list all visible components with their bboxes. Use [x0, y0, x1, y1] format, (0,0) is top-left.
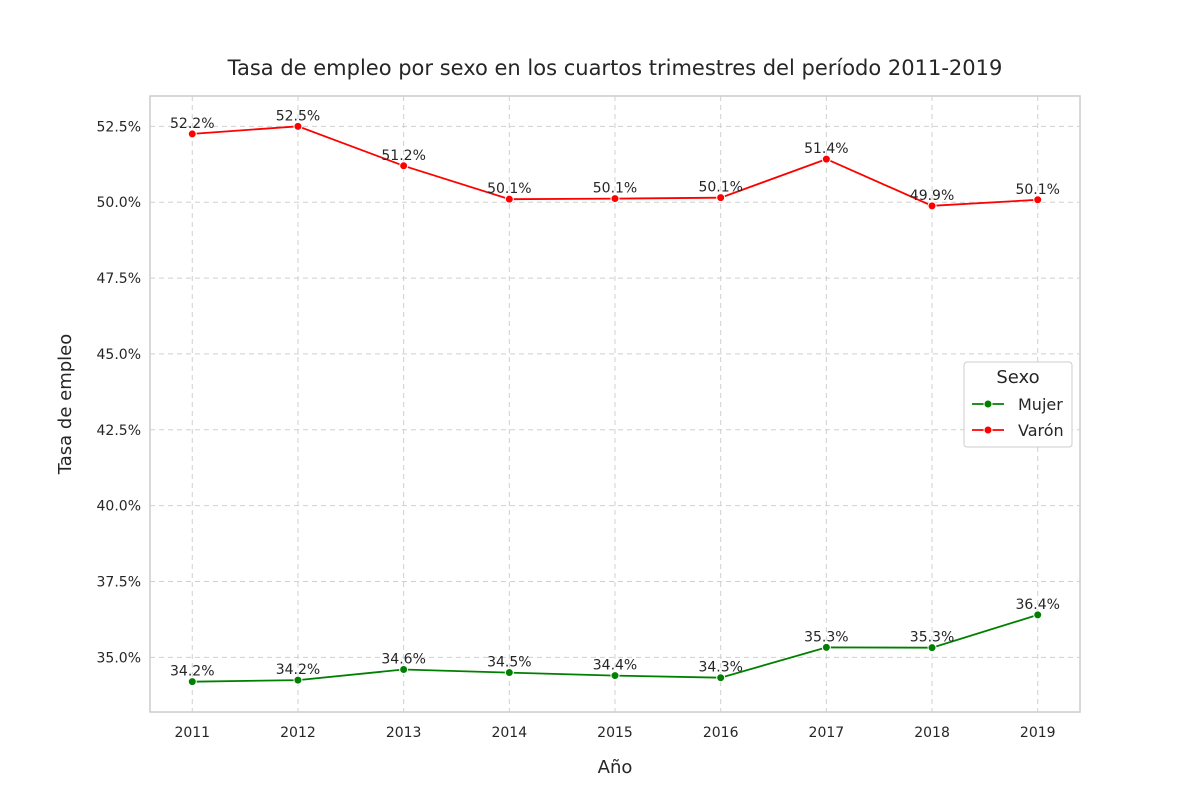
data-point-mujer [1033, 610, 1043, 620]
data-label-mujer: 34.3% [698, 660, 742, 676]
x-tick-label: 2011 [174, 725, 210, 741]
data-label-varon: 50.1% [1015, 182, 1059, 198]
data-label-varon: 52.2% [170, 116, 214, 132]
data-point-varon [716, 193, 726, 203]
y-tick-label: 40.0% [97, 499, 141, 515]
data-label-varon: 50.1% [487, 181, 531, 197]
data-point-varon [504, 194, 514, 204]
data-point-varon [927, 201, 937, 211]
series-layer [187, 121, 1043, 687]
x-tick-label: 2017 [809, 725, 845, 741]
y-tick-label: 52.5% [97, 119, 141, 135]
data-point-varon [1033, 195, 1043, 205]
data-label-varon: 50.1% [593, 181, 637, 197]
x-axis-ticks: 2011 2012 2013 2014 2015 2016 2017 2018 2019 [174, 725, 1055, 741]
data-label-mujer: 34.6% [381, 652, 425, 668]
data-label-mujer: 35.3% [910, 630, 954, 646]
data-point-mujer [504, 668, 514, 678]
legend-label-mujer: Mujer [1018, 395, 1063, 414]
legend-items: Mujer Varón [972, 395, 1064, 440]
legend-box [963, 361, 1073, 448]
data-label-mujer: 35.3% [804, 629, 848, 645]
x-tick-label: 2016 [703, 725, 739, 741]
legend-title: Sexo [996, 367, 1039, 388]
data-label-mujer: 34.4% [593, 658, 637, 674]
legend-marker-varon [983, 425, 993, 435]
x-tick-label: 2019 [1020, 725, 1056, 741]
x-tick-label: 2018 [914, 725, 950, 741]
data-point-varon [821, 154, 831, 164]
x-tick-label: 2012 [280, 725, 316, 741]
y-tick-label: 45.0% [97, 347, 141, 363]
y-tick-label: 47.5% [97, 271, 141, 287]
y-tick-label: 35.0% [97, 650, 141, 666]
x-tick-label: 2014 [491, 725, 527, 741]
data-label-varon: 49.9% [910, 188, 954, 204]
data-point-mujer [293, 675, 303, 685]
data-label-varon: 51.2% [381, 148, 425, 164]
x-axis-label: Año [598, 757, 633, 778]
data-point-varon [187, 129, 197, 139]
data-label-varon: 52.5% [276, 108, 320, 124]
data-point-varon [399, 161, 409, 171]
legend-label-varon: Varón [1018, 421, 1064, 440]
data-label-mujer: 36.4% [1015, 597, 1059, 613]
legend: Sexo Mujer Varón [963, 361, 1073, 448]
data-point-mujer [610, 671, 620, 681]
data-label-mujer: 34.5% [487, 655, 531, 671]
data-label-mujer: 34.2% [170, 664, 214, 680]
data-label-mujer: 34.2% [276, 662, 320, 678]
legend-marker-mujer [983, 399, 993, 409]
y-tick-label: 42.5% [97, 423, 141, 439]
data-labels: 34.2% 34.2% 34.6% 34.5% 34.4% 34.3% 35.3% 35.3%… [170, 108, 1060, 679]
data-point-mujer [927, 643, 937, 653]
y-tick-label: 37.5% [97, 575, 141, 591]
data-label-varon: 51.4% [804, 141, 848, 157]
data-point-varon [610, 194, 620, 204]
data-point-mujer [821, 642, 831, 652]
y-tick-label: 50.0% [97, 195, 141, 211]
y-axis-label: Tasa de empleo [55, 334, 76, 476]
x-tick-label: 2013 [386, 725, 422, 741]
x-tick-label: 2015 [597, 725, 633, 741]
chart-title: Tasa de empleo por sexo en los cuartos t… [227, 56, 1003, 80]
data-point-varon [293, 121, 303, 131]
data-label-varon: 50.1% [698, 180, 742, 196]
data-point-mujer [716, 673, 726, 683]
data-point-mujer [187, 677, 197, 687]
data-point-mujer [399, 665, 409, 675]
y-axis-ticks: 35.0% 37.5% 40.0% 42.5% 45.0% 47.5% 50.0% 52.5% [97, 119, 141, 666]
